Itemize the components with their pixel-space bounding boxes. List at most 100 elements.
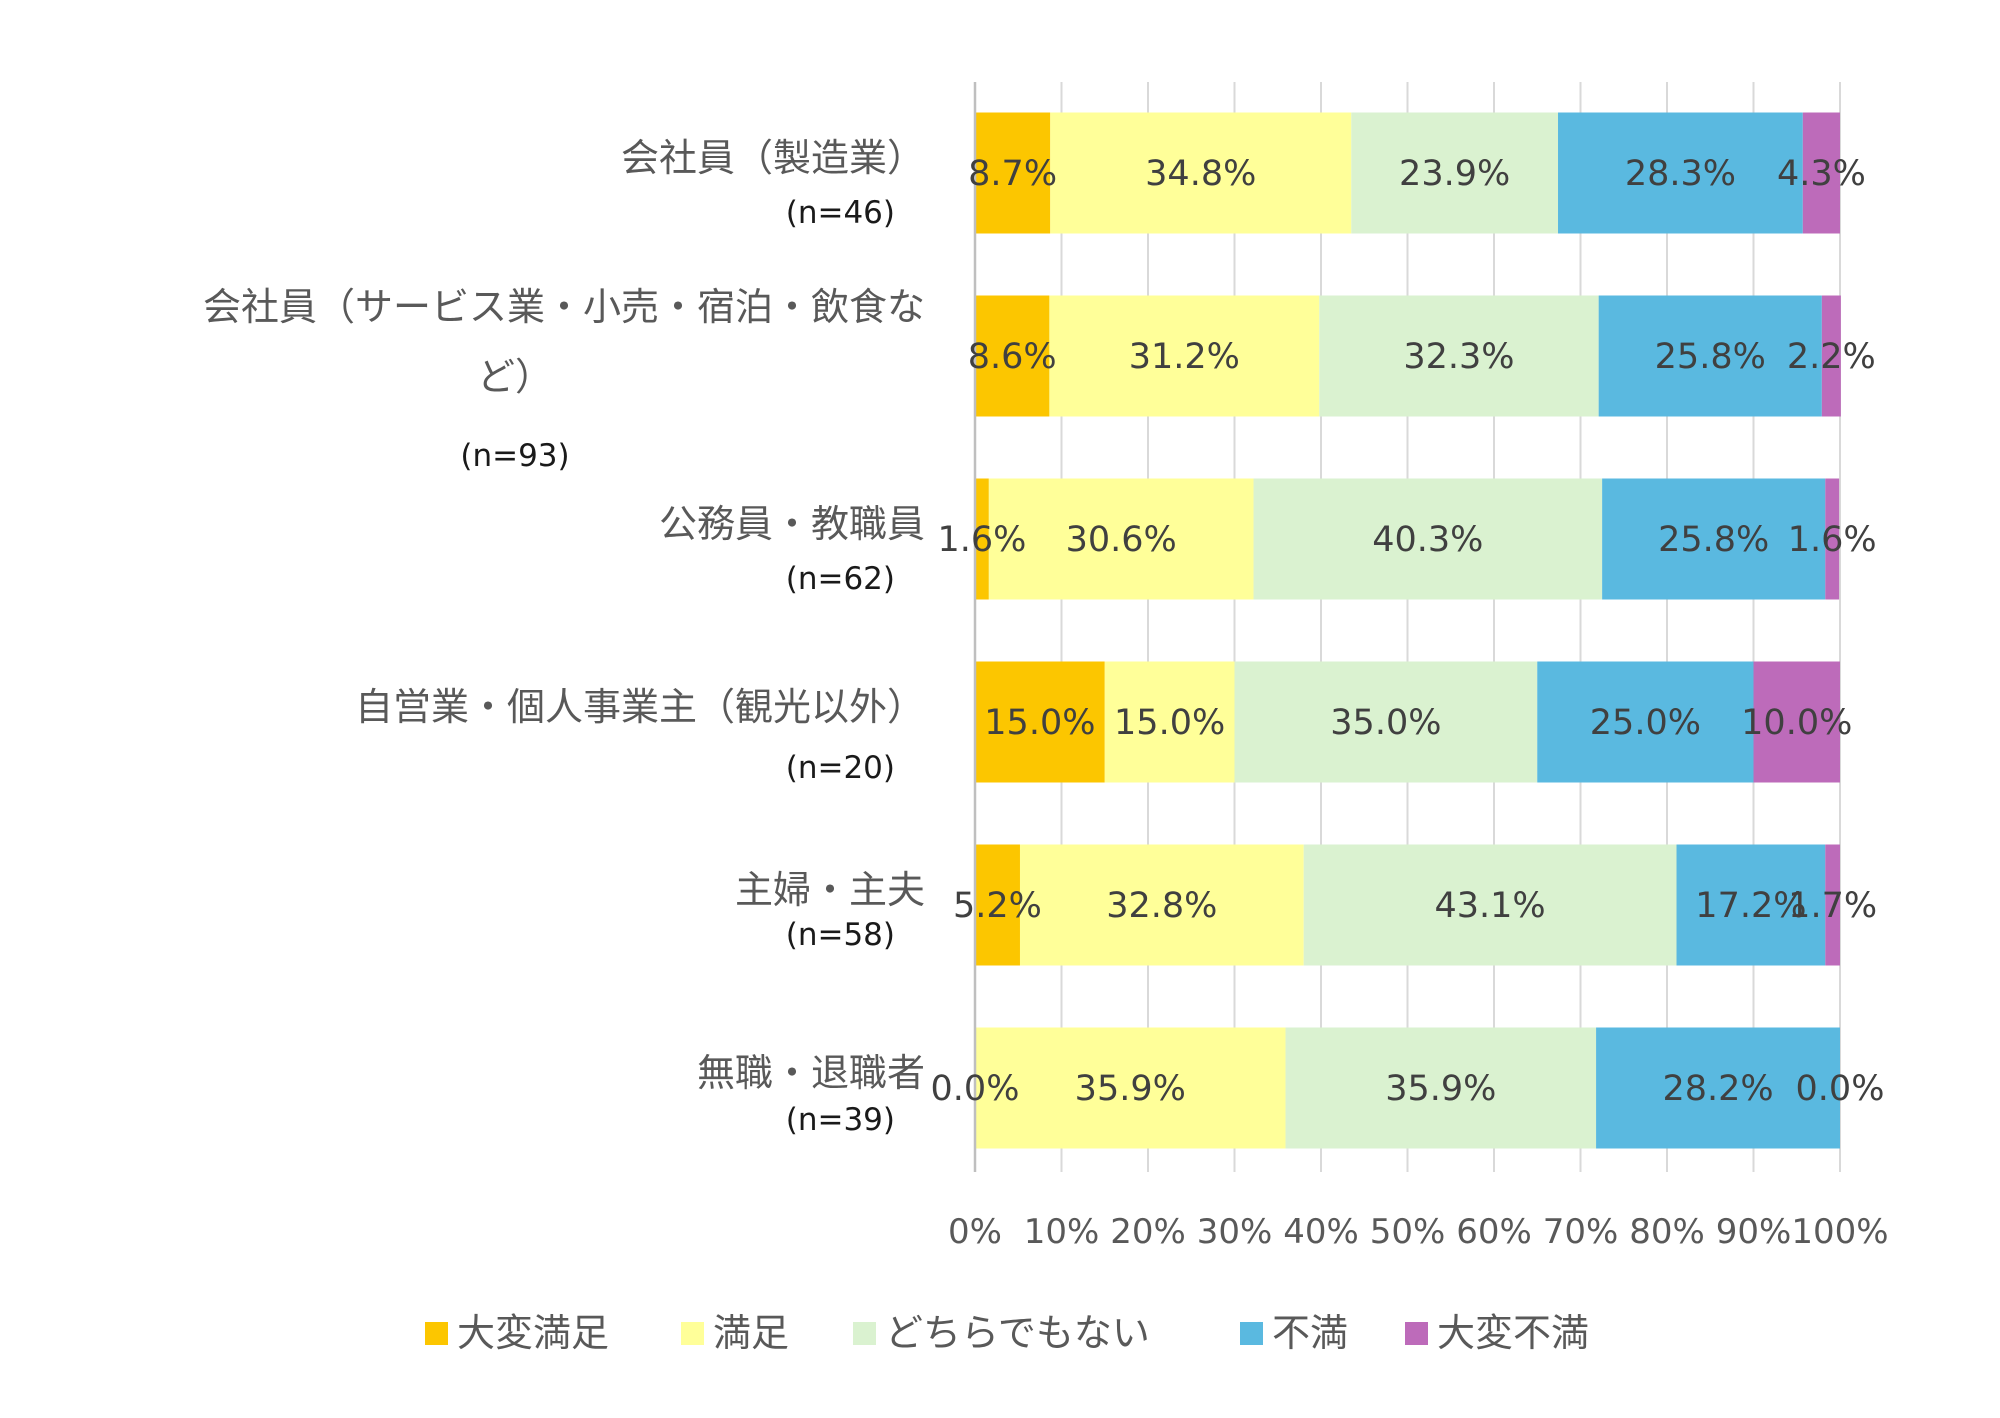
- x-tick-labels: 0% 10% 20% 30% 40% 50% 60% 70% 80% 90% 100%: [948, 1212, 1889, 1252]
- category-n-label: (n=62): [786, 561, 895, 597]
- category-label: 主婦・主夫: [735, 868, 925, 912]
- bar-segment: [1602, 478, 1826, 600]
- data-label: 28.2%: [1662, 1069, 1773, 1109]
- bar-segment: [1319, 295, 1599, 417]
- data-label: 40.3%: [1372, 520, 1483, 560]
- legend-label: 大変不満: [1437, 1311, 1589, 1355]
- data-label: 8.7%: [968, 154, 1057, 194]
- data-label: 4.3%: [1777, 154, 1866, 194]
- bar-segment: [988, 478, 1254, 600]
- x-tick-label: 50%: [1370, 1212, 1446, 1252]
- data-label: 30.6%: [1066, 520, 1177, 560]
- data-label: 10.0%: [1741, 703, 1852, 743]
- category-n-label: (n=58): [786, 917, 895, 953]
- bar-segment: [1825, 478, 1840, 600]
- data-label: 25.8%: [1658, 520, 1769, 560]
- x-tick-label: 80%: [1629, 1212, 1705, 1252]
- bar-segment: [1802, 112, 1840, 234]
- bar-segment: [975, 1027, 1286, 1149]
- data-label: 25.8%: [1655, 337, 1766, 377]
- legend-swatch: [853, 1322, 876, 1345]
- legend: 大変満足 満足 どちらでもない 不満 大変不満: [425, 1311, 1589, 1355]
- category-n-label: (n=20): [786, 750, 895, 786]
- category-n-label: (n=39): [786, 1102, 895, 1138]
- data-label: 0.0%: [1796, 1069, 1885, 1109]
- data-label: 1.6%: [1788, 520, 1877, 560]
- data-label: 1.7%: [1788, 886, 1877, 926]
- bar-segment: [975, 661, 1105, 783]
- data-label: 32.3%: [1403, 337, 1514, 377]
- x-tick-label: 100%: [1791, 1212, 1888, 1252]
- bar-segment: [1596, 1027, 1840, 1149]
- bar-segment: [1825, 844, 1840, 966]
- bar-segment: [1104, 661, 1235, 783]
- legend-label: 大変満足: [457, 1311, 609, 1355]
- x-tick-label: 40%: [1283, 1212, 1359, 1252]
- bar-segment: [1234, 661, 1538, 783]
- x-tick-label: 0%: [948, 1212, 1002, 1252]
- bar-segment: [975, 295, 1050, 417]
- data-label: 35.9%: [1075, 1069, 1186, 1109]
- category-label: ど）: [477, 355, 553, 399]
- category-label: 会社員（サービス業・小売・宿泊・飲食な: [203, 285, 925, 329]
- legend-swatch: [1240, 1322, 1263, 1345]
- bar-segment: [1019, 844, 1304, 966]
- category-n-label: (n=93): [460, 438, 569, 474]
- data-label: 35.9%: [1385, 1069, 1496, 1109]
- data-label: 0.0%: [931, 1069, 1020, 1109]
- data-label: 31.2%: [1129, 337, 1240, 377]
- bar-segment: [1821, 295, 1841, 417]
- data-label: 32.8%: [1106, 886, 1217, 926]
- x-tick-label: 60%: [1456, 1212, 1532, 1252]
- legend-swatch: [681, 1322, 704, 1345]
- bar-segments: [975, 112, 1841, 1149]
- x-tick-label: 30%: [1197, 1212, 1273, 1252]
- x-tick-label: 10%: [1024, 1212, 1100, 1252]
- x-tick-label: 70%: [1543, 1212, 1619, 1252]
- bar-segment: [1049, 295, 1320, 417]
- bar-segment: [1537, 661, 1754, 783]
- legend-label: 不満: [1272, 1311, 1348, 1355]
- category-label: 無職・退職者: [697, 1051, 925, 1095]
- category-n-label: (n=46): [786, 195, 895, 231]
- bar-segment: [1676, 844, 1826, 966]
- x-tick-label: 20%: [1110, 1212, 1186, 1252]
- data-label: 2.2%: [1787, 337, 1876, 377]
- data-label: 28.3%: [1625, 154, 1736, 194]
- data-label: 5.2%: [953, 886, 1042, 926]
- bar-segment: [975, 112, 1051, 234]
- category-label: 自営業・個人事業主（観光以外）: [355, 685, 925, 729]
- bar-segment: [1285, 1027, 1597, 1149]
- legend-swatch: [425, 1322, 448, 1345]
- category-label: 会社員（製造業）: [621, 136, 925, 180]
- data-label: 8.6%: [968, 337, 1057, 377]
- category-label: 公務員・教職員: [659, 502, 925, 546]
- bar-segment: [1558, 112, 1803, 234]
- bar-segment: [1253, 478, 1603, 600]
- bar-segment: [975, 478, 989, 600]
- data-label: 25.0%: [1590, 703, 1701, 743]
- data-label: 17.2%: [1695, 886, 1806, 926]
- legend-swatch: [1405, 1322, 1428, 1345]
- bar-segment: [1753, 661, 1840, 783]
- data-label: 43.1%: [1435, 886, 1546, 926]
- bar-segment: [1351, 112, 1559, 234]
- data-label: 34.8%: [1145, 154, 1256, 194]
- x-tick-label: 90%: [1716, 1212, 1792, 1252]
- bar-segment: [975, 844, 1020, 966]
- gridlines: [1060, 82, 1841, 1172]
- bar-segment: [1303, 844, 1677, 966]
- legend-label: どちらでもない: [885, 1311, 1150, 1355]
- data-label: 35.0%: [1330, 703, 1441, 743]
- data-label: 15.0%: [984, 703, 1095, 743]
- data-labels: 8.7% 34.8% 23.9% 28.3% 4.3% 8.6% 31.2% 32.3% 25.…: [931, 154, 1885, 1109]
- legend-label: 満足: [713, 1311, 789, 1355]
- data-label: 23.9%: [1399, 154, 1510, 194]
- data-label: 1.6%: [937, 520, 1026, 560]
- bar-segment: [1598, 295, 1822, 417]
- bar-segment: [1050, 112, 1352, 234]
- data-label: 15.0%: [1114, 703, 1225, 743]
